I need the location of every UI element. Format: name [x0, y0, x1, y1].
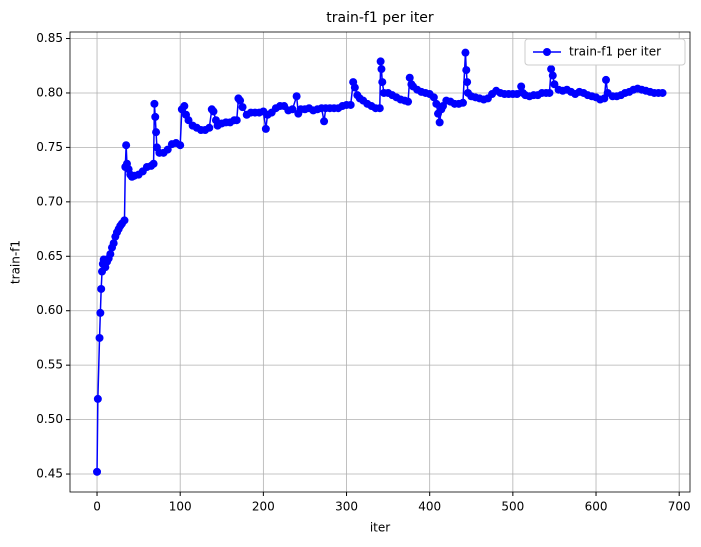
chart-title: train-f1 per iter — [326, 10, 434, 26]
x-tick-label: 200 — [252, 500, 275, 514]
point — [176, 141, 185, 150]
point — [320, 117, 329, 126]
y-tick-label: 0.80 — [36, 85, 63, 99]
x-tick-label: 300 — [335, 500, 358, 514]
point — [461, 48, 470, 57]
point — [232, 116, 241, 125]
x-axis-label: iter — [370, 521, 390, 535]
point — [548, 71, 557, 80]
point — [97, 284, 106, 293]
y-tick-label: 0.50 — [36, 412, 63, 426]
point — [547, 65, 556, 74]
point — [152, 128, 161, 137]
y-tick-label: 0.60 — [36, 303, 63, 317]
y-tick-label: 0.55 — [36, 358, 63, 372]
point — [261, 124, 270, 133]
point — [238, 103, 247, 112]
point — [458, 98, 467, 107]
point — [163, 145, 172, 154]
point — [545, 88, 554, 97]
y-tick-label: 0.70 — [36, 194, 63, 208]
point — [236, 96, 245, 105]
y-tick-label: 0.85 — [36, 31, 63, 45]
plot-frame — [69, 31, 691, 493]
y-axis-label: train-f1 — [9, 240, 23, 284]
legend-marker — [543, 48, 551, 56]
point — [377, 65, 386, 74]
point — [120, 216, 129, 225]
point — [435, 118, 444, 127]
point — [180, 102, 189, 111]
x-tick-label: 100 — [169, 500, 192, 514]
point — [122, 141, 131, 150]
point — [429, 93, 438, 102]
point — [184, 116, 193, 125]
legend-box — [524, 38, 686, 66]
point — [404, 97, 413, 106]
point — [375, 104, 384, 113]
x-tick-label: 700 — [668, 500, 691, 514]
point — [463, 78, 472, 87]
point — [432, 99, 441, 108]
x-tick-label: 0 — [93, 500, 101, 514]
y-tick-label: 0.75 — [36, 140, 63, 154]
point — [346, 100, 355, 109]
series-line — [96, 52, 663, 472]
point — [658, 88, 667, 97]
point — [292, 92, 301, 101]
point — [517, 82, 526, 91]
point — [106, 250, 115, 259]
y-tick-label: 0.65 — [36, 249, 63, 263]
legend-label: train-f1 per iter — [569, 45, 661, 59]
point — [93, 394, 102, 403]
x-tick-label: 600 — [585, 500, 608, 514]
point — [378, 78, 387, 87]
point — [96, 308, 105, 317]
point — [149, 159, 158, 168]
point — [93, 467, 102, 476]
point — [209, 107, 218, 116]
point — [550, 80, 559, 89]
point — [376, 57, 385, 66]
point — [95, 333, 104, 342]
point — [288, 105, 297, 114]
point — [602, 75, 611, 84]
point — [350, 83, 359, 92]
point — [109, 239, 118, 248]
point — [405, 73, 414, 82]
point — [205, 123, 214, 132]
point — [462, 66, 471, 75]
point — [151, 112, 160, 121]
point — [150, 99, 159, 108]
x-tick-label: 400 — [418, 500, 441, 514]
y-tick-label: 0.45 — [36, 467, 63, 481]
x-tick-label: 500 — [501, 500, 524, 514]
